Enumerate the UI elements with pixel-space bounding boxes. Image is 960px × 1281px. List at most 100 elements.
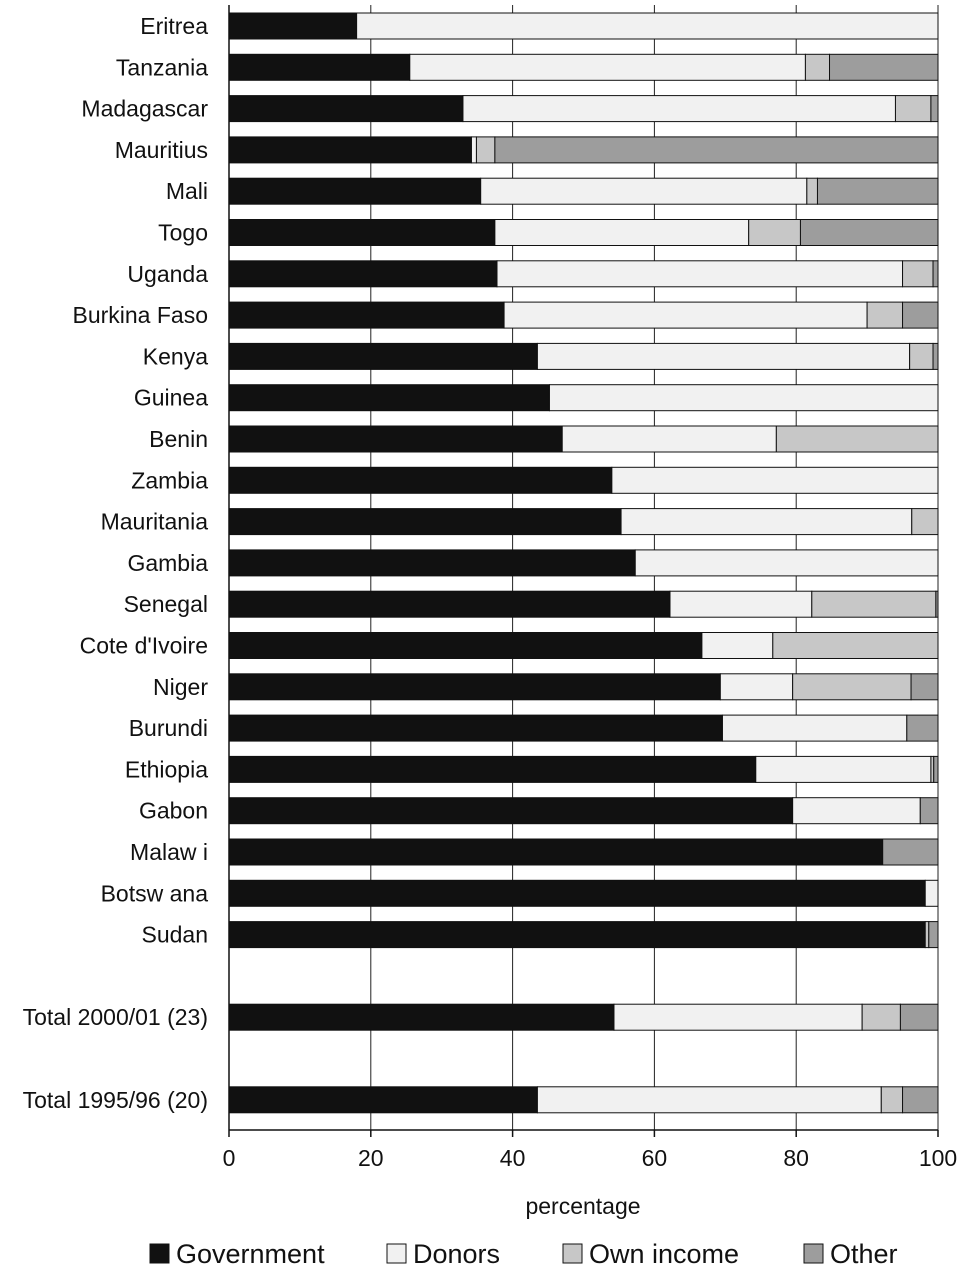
x-axis-title: percentage [525,1193,640,1219]
bar-segment-2-1 [462,95,896,123]
bar-segment-7-2 [866,301,904,329]
bar-segment-5-1 [494,219,750,246]
bar-segment-14-2 [811,590,937,618]
legend: Government Donors Own income Other [149,1239,898,1269]
bar-segment-18-3 [933,755,939,783]
bar-segment-2-0 [228,95,464,123]
bar-segment-17-0 [228,714,723,742]
bar-segment-19-3 [919,797,939,825]
axes [228,5,939,1137]
bar-segment-4-3 [816,177,939,205]
bar-segment-10-0 [228,425,563,453]
bar-segment-10-2 [775,425,939,453]
category-label-13: Gambia [127,550,208,576]
category-label-22: Sudan [141,922,208,948]
bar-segment-1-1 [409,53,806,81]
category-label-18: Ethiopia [125,756,208,782]
x-tick-label-3: 60 [642,1145,668,1171]
bar-segment-22-0 [228,921,926,949]
bar-segment-12-1 [620,508,913,536]
bar-segment-16-2 [792,673,912,701]
category-label-5: Togo [158,220,208,246]
category-label-3: Mauritius [115,137,208,163]
bar-segment-24-0 [228,1003,615,1031]
bar-segment-11-1 [611,466,939,494]
bars [228,12,939,1114]
bar-segment-15-0 [228,632,703,659]
bar-segment-17-1 [721,714,908,742]
category-label-16: Niger [153,674,208,700]
bar-segment-24-2 [861,1003,901,1031]
category-label-7: Burkina Faso [72,302,208,328]
bar-segment-0-1 [356,12,939,40]
bar-segment-21-0 [228,879,926,907]
bar-segment-20-3 [882,838,939,866]
bar-segment-4-1 [480,177,808,205]
category-label-8: Kenya [143,343,208,369]
category-labels: Eritrea Tanzania Madagascar Mauritius Mali To… [23,13,209,1113]
bar-segment-6-3 [932,260,939,288]
bar-segment-1-2 [804,53,831,81]
bar-segment-16-1 [719,673,794,701]
bar-segment-3-1 [470,136,477,164]
bar-segment-6-1 [496,260,904,288]
bar-segment-1-0 [228,53,411,81]
bar-segment-13-0 [228,549,636,577]
bar-segment-14-1 [669,590,813,618]
bar-segment-9-1 [548,384,939,412]
bar-segment-10-1 [561,425,777,453]
bar-segment-26-2 [880,1086,904,1114]
bar-segment-6-0 [228,260,498,288]
bar-segment-22-3 [928,921,939,949]
legend-label-3: Other [830,1239,898,1269]
bar-segment-26-0 [228,1086,538,1114]
bar-segment-3-3 [494,136,939,164]
bar-segment-18-1 [755,755,932,783]
bar-segment-19-1 [792,797,921,825]
bar-segment-17-3 [906,714,939,742]
category-label-2: Madagascar [81,96,208,122]
legend-swatch-0 [149,1243,170,1264]
bar-segment-8-3 [932,342,939,370]
x-tick-label-2: 40 [500,1145,526,1171]
bar-segment-24-3 [899,1003,939,1031]
category-label-9: Guinea [134,385,208,411]
legend-swatch-3 [803,1243,824,1264]
category-label-17: Burundi [129,715,208,741]
bar-segment-14-3 [935,590,939,618]
bar-segment-14-0 [228,590,671,618]
bar-segment-8-0 [228,342,538,370]
category-label-11: Zambia [131,467,208,493]
bar-segment-4-2 [806,177,818,205]
bar-segment-15-2 [772,632,939,659]
bar-segment-16-0 [228,673,721,701]
bar-segment-12-2 [911,508,939,536]
bar-segment-8-2 [909,342,934,370]
bar-segment-20-0 [228,838,884,866]
bar-segment-2-2 [894,95,932,123]
bar-segment-18-0 [228,755,757,783]
legend-label-0: Government [176,1239,325,1269]
category-label-0: Eritrea [140,13,208,39]
bar-segment-24-1 [613,1003,863,1031]
bar-segment-19-0 [228,797,794,825]
bar-segment-2-3 [930,95,939,123]
category-label-4: Mali [166,178,208,204]
category-label-19: Gabon [139,798,208,824]
bar-segment-7-3 [902,301,939,329]
x-tick-label-1: 20 [358,1145,384,1171]
bar-segment-26-3 [902,1086,939,1114]
category-label-21: Botsw ana [101,880,209,906]
bar-segment-8-1 [536,342,911,370]
x-tick-label-5: 100 [919,1145,957,1171]
bar-segment-5-0 [228,219,496,246]
legend-label-2: Own income [589,1239,739,1269]
bar-segment-26-1 [536,1086,882,1114]
bar-segment-13-1 [634,549,939,577]
bar-segment-5-2 [748,219,801,246]
bar-segment-4-0 [228,177,482,205]
bar-segment-15-1 [701,632,774,659]
bar-segment-1-3 [829,53,939,81]
bar-segment-22-2 [924,921,930,949]
